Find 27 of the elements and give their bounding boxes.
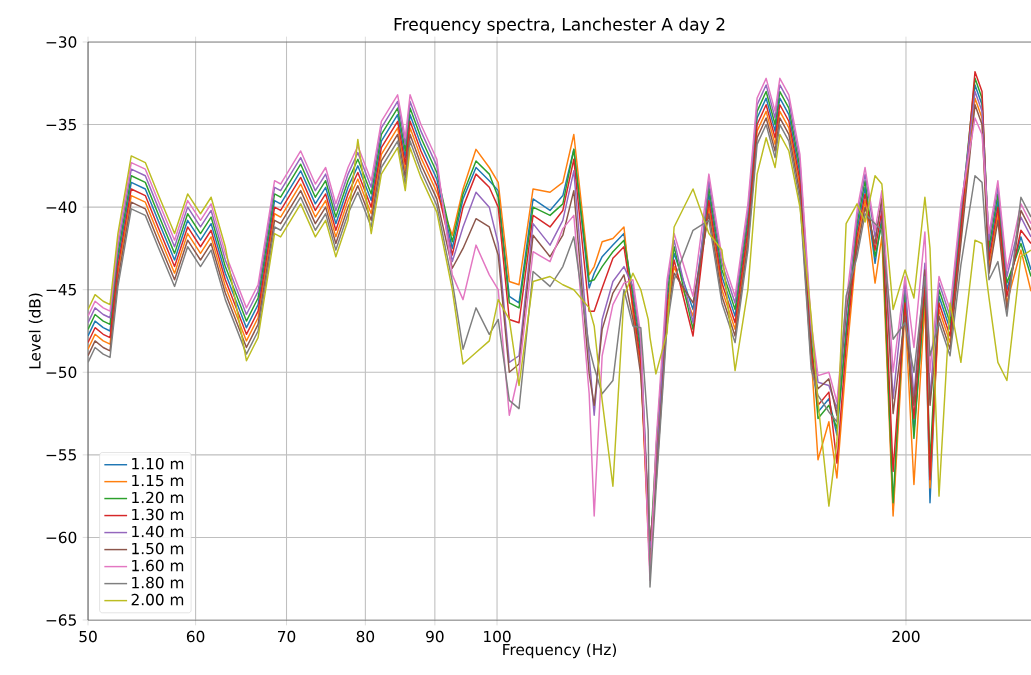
legend-label: 1.60 m	[132, 559, 184, 572]
y-tick-label: −55	[46, 449, 76, 461]
y-tick-label: −65	[46, 614, 76, 626]
y-tick-label: −30	[46, 36, 77, 48]
x-tick-label: 60	[186, 630, 205, 643]
legend-label: 1.15 m	[132, 474, 184, 487]
y-tick-label: −50	[46, 366, 77, 379]
legend-label: 2.00 m	[131, 593, 184, 606]
chart-title: Frequency spectra, Lanchester A day 2	[394, 17, 725, 34]
legend-label: 1.10 m	[132, 457, 184, 470]
legend-label: 1.20 m	[132, 491, 184, 504]
x-tick-label: 80	[356, 630, 375, 643]
y-axis-title: Level (dB)	[28, 293, 43, 369]
x-axis-title: Frequency (Hz)	[503, 643, 617, 659]
y-tick-label: −45	[46, 284, 76, 296]
x-tick-label: 200	[892, 630, 920, 643]
y-tick-label: −40	[46, 201, 77, 213]
legend-label: 1.50 m	[132, 542, 184, 555]
x-tick-label: 50	[79, 630, 97, 643]
legend-label: 1.80 m	[132, 576, 184, 589]
x-tick-label: 90	[426, 630, 444, 643]
y-tick-label: −35	[46, 118, 76, 131]
x-tick-label: 100	[484, 630, 511, 643]
x-tick-label: 70	[278, 630, 296, 643]
legend-label: 1.30 m	[132, 508, 184, 521]
legend-label: 1.40 m	[132, 525, 184, 538]
y-tick-label: −60	[46, 531, 77, 544]
